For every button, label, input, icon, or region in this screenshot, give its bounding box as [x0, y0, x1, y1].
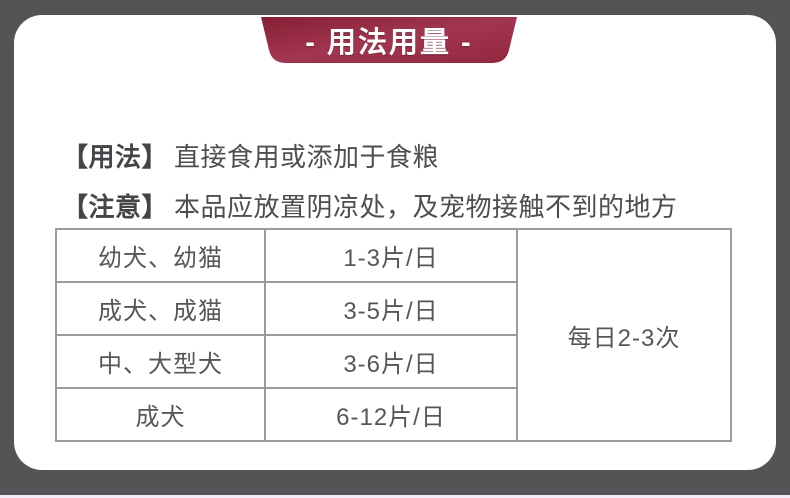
section-banner: - 用法用量 -	[261, 17, 517, 63]
ribbon-shape-icon	[261, 17, 517, 63]
dose-cell: 3-5片/日	[264, 281, 518, 336]
section-title: - 用法用量 -	[305, 27, 473, 59]
bottom-divider	[0, 495, 790, 498]
usage-line: 【用法】 直接食用或添加于食粮	[62, 137, 439, 174]
dose-cell: 3-6片/日	[264, 334, 518, 389]
group-cell: 成犬	[55, 387, 266, 442]
table-row: 成犬 6-12片/日	[55, 387, 731, 442]
dose-cell: 1-3片/日	[264, 228, 518, 283]
usage-label: 【用法】	[62, 142, 169, 172]
table-row: 幼犬、幼猫 1-3片/日 每日2-3次	[55, 228, 732, 442]
table-row: 中、大型犬 3-6片/日	[55, 334, 731, 389]
group-cell: 中、大型犬	[55, 334, 266, 389]
group-cell: 成犬、成猫	[55, 281, 266, 336]
notice-label: 【注意】	[62, 192, 169, 222]
dosage-table: 幼犬、幼猫 1-3片/日 每日2-3次 成犬、成猫 3-5片/日 中、大型犬 3…	[55, 228, 732, 442]
content-card: - 用法用量 - 【用法】 直接食用或添加于食粮 【注意】 本品应放置阴凉处，及宠物…	[14, 15, 776, 470]
notice-text: 本品应放置阴凉处，及宠物接触不到的地方	[174, 192, 678, 222]
group-cell: 幼犬、幼猫	[55, 228, 266, 283]
notice-line: 【注意】 本品应放置阴凉处，及宠物接触不到的地方	[62, 187, 678, 224]
frequency-cell: 每日2-3次	[516, 228, 732, 442]
dose-cell: 6-12片/日	[264, 387, 518, 442]
usage-text: 直接食用或添加于食粮	[174, 142, 440, 172]
table-row: 成犬、成猫 3-5片/日	[55, 281, 731, 336]
